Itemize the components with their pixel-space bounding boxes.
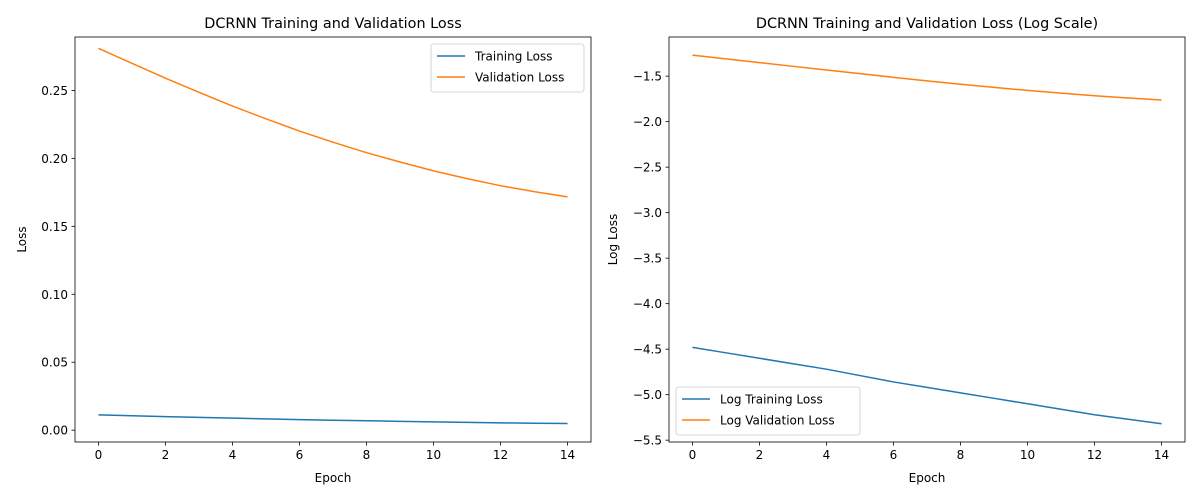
y-tick-label: 0.15 [41,220,68,234]
x-axis-label: Epoch [909,471,946,485]
y-tick-label: 0.25 [41,84,68,98]
plot-frame [668,36,1186,443]
x-tick-label: 10 [426,448,441,462]
legend: Training Loss Validation Loss [430,43,585,93]
x-tick-label: 2 [756,448,764,462]
x-tick-label: 12 [493,448,508,462]
x-tick-label: 4 [229,448,237,462]
chart-title: DCRNN Training and Validation Loss (Log … [756,16,1098,32]
x-tick-label: 6 [296,448,304,462]
x-tick-label: 2 [162,448,170,462]
y-tick-label: 0.10 [41,288,68,302]
y-tick-label: −2.0 [633,115,662,129]
y-tick-label: 0.20 [41,152,68,166]
x-tick-label: 0 [689,448,697,462]
x-tick-label: 8 [957,448,965,462]
chart-2: 0 2 4 6 8 10 12 14 −5.5 −5.0 −4.5 −4.0 −3.5 −3.0 −2.5 −… [606,16,1186,485]
x-tick-label: 0 [95,448,103,462]
x-tick-label: 14 [1154,448,1169,462]
legend-label: Log Validation Loss [720,414,835,428]
y-tick-label: −4.5 [633,343,662,357]
y-tick-label: −4.0 [633,297,662,311]
x-tick-label: 6 [890,448,898,462]
legend-box [675,386,861,436]
chart-1: 0 2 4 6 8 10 12 14 0.00 0.05 0.10 0.15 0.20 0.25 DCRNN… [15,16,592,485]
y-tick-label: −3.0 [633,206,662,220]
y-tick-label: −2.5 [633,161,662,175]
legend: Log Training Loss Log Validation Loss [675,386,861,436]
plot-frame [74,36,592,443]
legend-box [430,43,585,93]
y-tick-label: −1.5 [633,70,662,84]
y-axis-label: Loss [15,226,29,252]
x-tick-label: 10 [1020,448,1035,462]
legend-label: Log Training Loss [720,393,823,407]
x-tick-label: 8 [363,448,371,462]
y-tick-label: −5.5 [633,434,662,448]
x-tick-label: 4 [823,448,831,462]
x-tick-label: 14 [560,448,575,462]
series-line-validation-loss [98,47,568,198]
y-tick-label: −3.5 [633,252,662,266]
y-tick-label: −5.0 [633,388,662,402]
y-tick-label: 0.05 [41,356,68,370]
series-line-log-validation-loss [692,54,1162,101]
series-line-training-loss [98,414,568,425]
x-tick-label: 12 [1087,448,1102,462]
y-axis-label: Log Loss [606,214,620,266]
legend-label: Training Loss [474,50,552,64]
y-tick-label: 0.00 [41,424,68,438]
series-line-log-training-loss [692,346,1162,425]
chart-title: DCRNN Training and Validation Loss [204,16,461,32]
legend-label: Validation Loss [475,71,564,85]
x-axis-label: Epoch [315,471,352,485]
